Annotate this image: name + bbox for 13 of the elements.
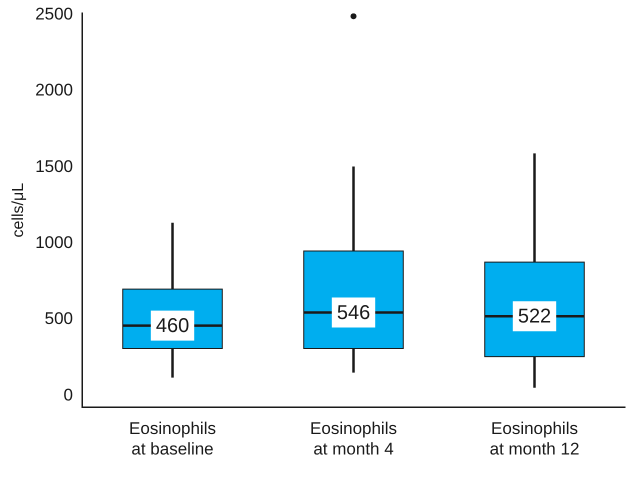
y-tick-label: 1000 [35,233,74,252]
y-tick-label: 0 [64,385,74,404]
x-tick-label: Eosinophils at baseline [129,419,216,458]
x-tick-label: Eosinophils at month 4 [310,419,397,458]
y-tick-label: 2000 [35,80,74,100]
y-tick-label: 500 [44,309,74,328]
text: 460 [156,315,190,338]
y-axis-title: cells/μL [10,182,28,238]
y-tick-label: 2500 [35,4,74,24]
y-tick-label: 1500 [35,156,74,176]
text: 522 [518,306,552,328]
text: 546 [336,302,370,324]
x-tick-label: Eosinophils at month 12 [490,419,580,458]
